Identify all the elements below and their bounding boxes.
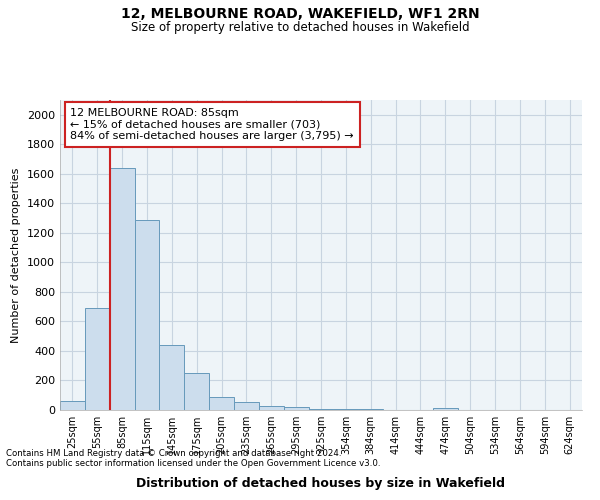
Bar xyxy=(184,373,209,410)
Text: Size of property relative to detached houses in Wakefield: Size of property relative to detached ho… xyxy=(131,21,469,34)
Bar xyxy=(85,308,110,410)
Text: Contains HM Land Registry data © Crown copyright and database right 2024.: Contains HM Land Registry data © Crown c… xyxy=(6,448,341,458)
Text: Contains public sector information licensed under the Open Government Licence v3: Contains public sector information licen… xyxy=(6,458,380,468)
Bar xyxy=(259,406,284,410)
Bar xyxy=(308,408,334,410)
Text: 12, MELBOURNE ROAD, WAKEFIELD, WF1 2RN: 12, MELBOURNE ROAD, WAKEFIELD, WF1 2RN xyxy=(121,8,479,22)
Text: 12 MELBOURNE ROAD: 85sqm
← 15% of detached houses are smaller (703)
84% of semi-: 12 MELBOURNE ROAD: 85sqm ← 15% of detach… xyxy=(70,108,354,141)
Bar xyxy=(134,220,160,410)
Bar xyxy=(110,168,134,410)
Bar xyxy=(284,407,308,410)
Bar xyxy=(334,409,358,410)
Bar xyxy=(433,408,458,410)
Y-axis label: Number of detached properties: Number of detached properties xyxy=(11,168,22,342)
Bar xyxy=(60,401,85,410)
Bar xyxy=(234,402,259,410)
Text: Distribution of detached houses by size in Wakefield: Distribution of detached houses by size … xyxy=(137,477,505,490)
Bar xyxy=(209,396,234,410)
Bar xyxy=(160,345,184,410)
